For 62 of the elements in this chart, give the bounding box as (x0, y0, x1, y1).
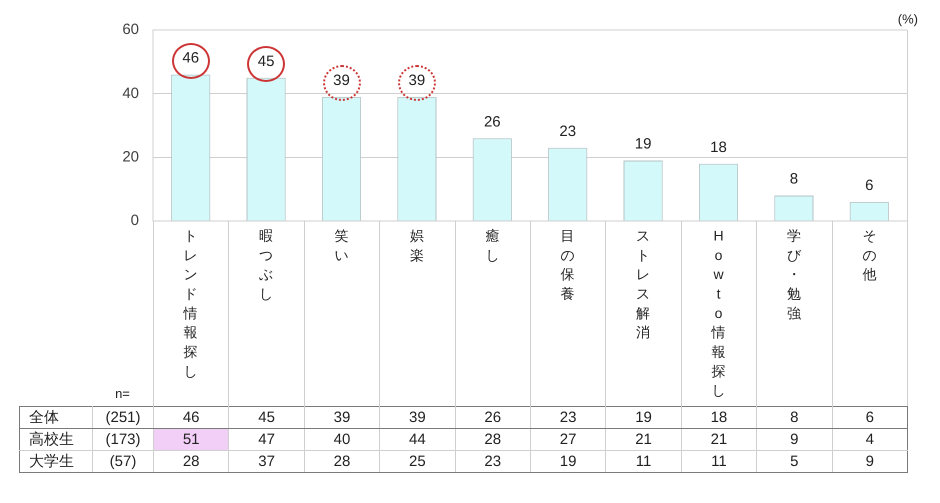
x-tick-label: その他 (862, 228, 876, 282)
text: n= (115, 386, 130, 401)
x-tick-label: 笑い (334, 228, 348, 263)
data-label: 9 (790, 430, 798, 448)
data-label: 23 (559, 122, 576, 140)
data-label: 39 (409, 408, 426, 426)
x-tick-label: 癒し (485, 228, 500, 263)
data-label: 28 (182, 452, 200, 470)
y-tick-label: 高校生 (29, 430, 74, 448)
y-tick-label: 大学生 (29, 452, 74, 470)
x-tick-label: 娯楽 (410, 228, 424, 263)
x-tick-label: ストレス解消 (636, 228, 650, 340)
data-label: 23 (484, 452, 502, 470)
data-label: 18 (710, 408, 728, 426)
y-axis-title: (%) (898, 12, 918, 27)
data-label: 4 (866, 430, 874, 448)
data-label: 28 (334, 452, 350, 470)
data-label: 6 (866, 408, 874, 426)
x-tick-label: 学び・勉強 (786, 228, 802, 321)
data-label: 26 (484, 408, 502, 426)
x-tick-label: トレンド情報探し (182, 228, 198, 379)
data-label: 39 (334, 408, 350, 426)
x-tick-label: 暇つぶし (259, 228, 274, 302)
data-label: 5 (790, 452, 798, 470)
data-label: 40 (334, 430, 350, 448)
data-label: 25 (409, 452, 426, 470)
data-label: 39 (408, 72, 426, 89)
data-label: 45 (258, 408, 275, 426)
data-label: 28 (484, 430, 502, 448)
data-label: 26 (484, 113, 501, 130)
data-label: 11 (636, 452, 652, 470)
y-tick-label: 40 (122, 84, 139, 102)
x-tick-label: 目の保養 (560, 228, 575, 302)
data-label: 46 (182, 50, 200, 67)
data-label: 8 (790, 170, 798, 188)
y-tick-label: 0 (130, 212, 139, 230)
data-label: 19 (634, 136, 652, 153)
data-label: 8 (790, 408, 798, 426)
data-label: 39 (333, 72, 350, 89)
data-label: 44 (409, 430, 426, 448)
data-label: 18 (710, 138, 727, 156)
data-label: 27 (560, 430, 576, 448)
y-tick-label: 60 (122, 21, 139, 38)
data-label: 51 (182, 430, 200, 448)
data-label: 6 (865, 177, 874, 194)
y-tick-label: 20 (122, 148, 139, 166)
y2-tick-label: (251) (105, 408, 141, 426)
data-label: 37 (258, 452, 275, 470)
y2-tick-label: (57) (110, 452, 136, 470)
y2-tick-label: (173) (105, 430, 141, 448)
data-label: 11 (711, 452, 727, 470)
data-label: 19 (635, 408, 652, 426)
data-label: 9 (866, 452, 874, 470)
data-label: 47 (258, 430, 275, 448)
data-label: 21 (710, 430, 728, 448)
data-label: 46 (182, 408, 200, 426)
data-label: 19 (560, 452, 576, 470)
data-label: 23 (560, 408, 576, 426)
category-label: Howto情報探し (712, 228, 726, 398)
data-label: 45 (258, 52, 274, 70)
data-label: 21 (635, 430, 652, 448)
y-tick-label: 全体 (29, 408, 59, 426)
